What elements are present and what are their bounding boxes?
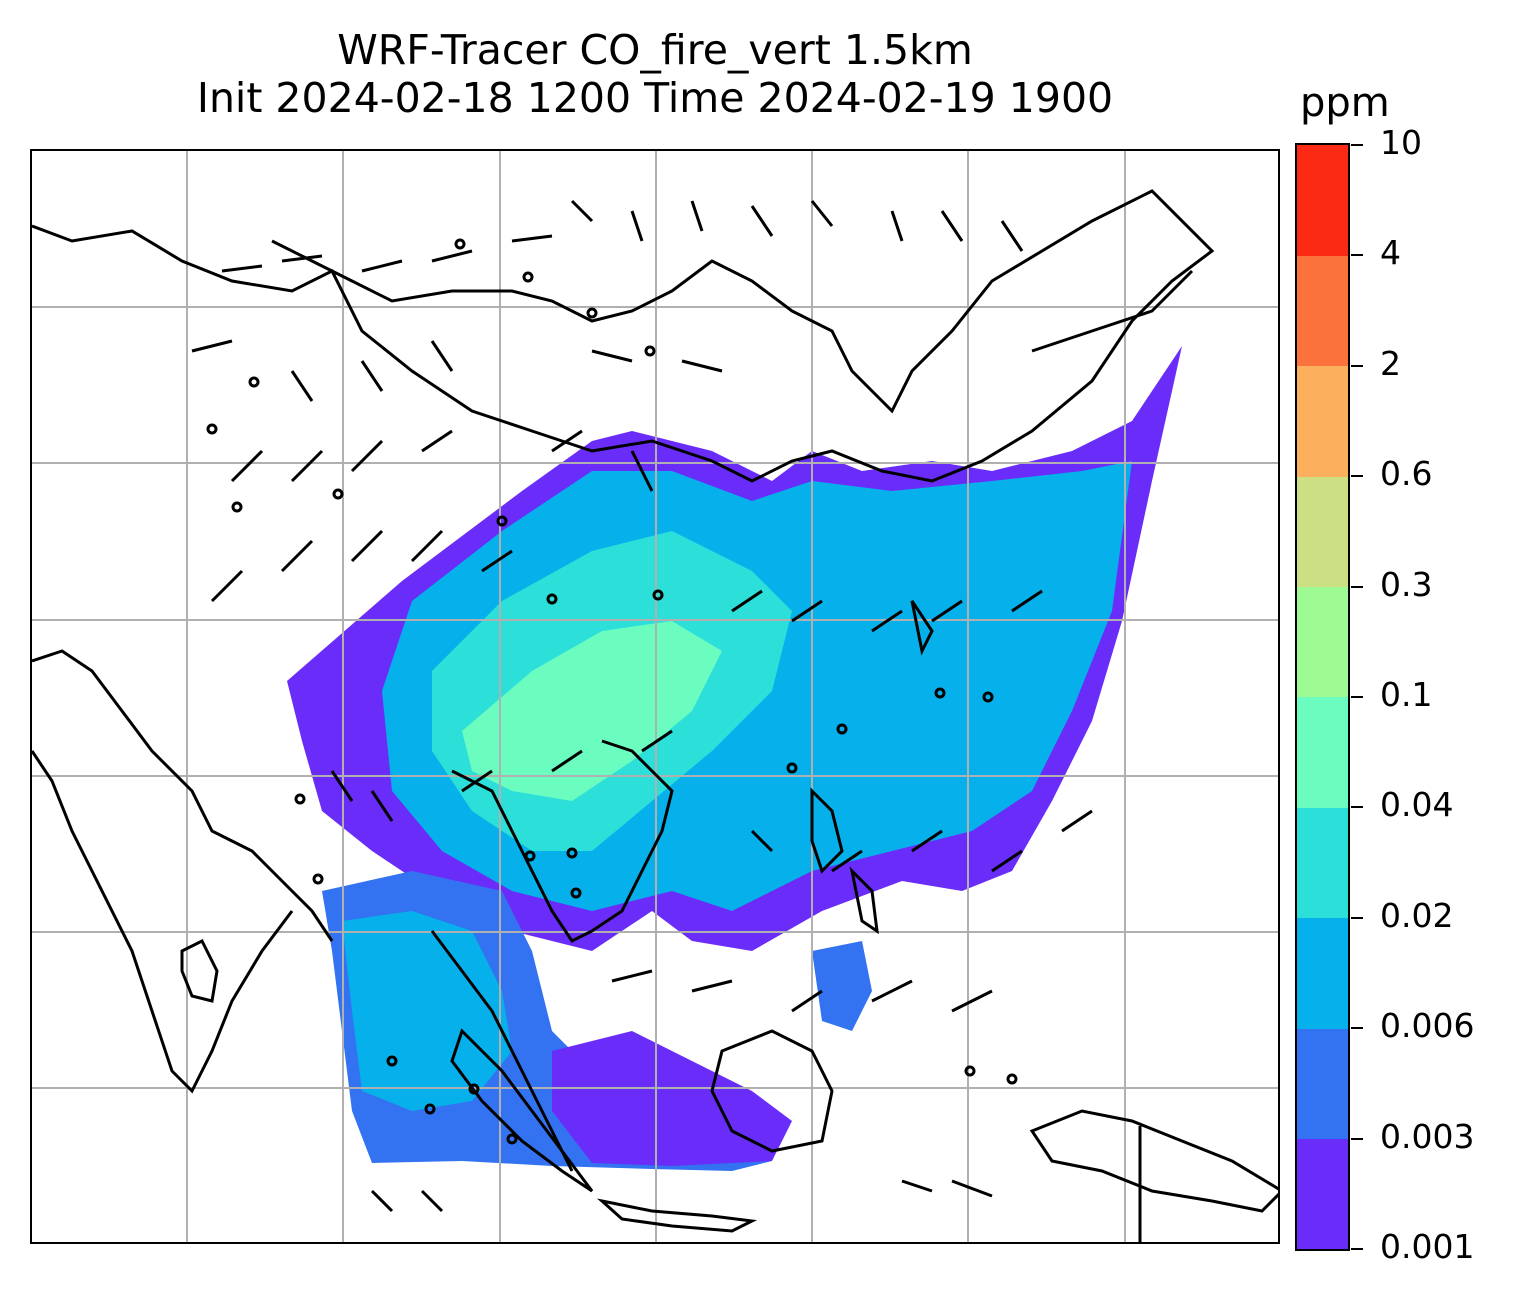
colorbar-tick: [1351, 364, 1363, 367]
colorbar-tick: [1351, 144, 1363, 146]
colorbar-segment: [1297, 476, 1348, 588]
colorbar-segment: [1297, 255, 1348, 367]
colorbar-tick-label: 2: [1380, 343, 1401, 383]
coast-java: [596, 1198, 758, 1233]
coast-borneo: [710, 1029, 834, 1153]
colorbar-tick-label: 4: [1380, 233, 1401, 273]
colorbar-tick: [1351, 916, 1363, 919]
colorbar-tick: [1351, 254, 1363, 257]
colorbar-tick-label: 0.3: [1380, 564, 1433, 604]
title-line-2: Init 2024-02-18 1200 Time 2024-02-19 190…: [196, 74, 1114, 122]
colorbar-segment: [1297, 697, 1348, 808]
colorbar-tick-label: 0.6: [1380, 454, 1433, 494]
colorbar-segment: [1297, 586, 1348, 698]
colorbar-tick: [1351, 1137, 1363, 1140]
coast-north-china: [32, 189, 1215, 483]
colorbar-segment: [1297, 807, 1348, 919]
colorbar-tick: [1351, 1027, 1363, 1030]
colorbar-segment: [1297, 1028, 1348, 1140]
colorbar-tick-label: 0.02: [1380, 895, 1454, 935]
map-panel: [30, 149, 1280, 1244]
coastlines: [32, 189, 1278, 1242]
coast-philippines: [810, 787, 879, 935]
colorbar-tick-label: 0.1: [1380, 675, 1433, 714]
colorbar-tick-label: 0.04: [1380, 785, 1454, 825]
map-title: WRF-Tracer CO_fire_vert 1.5km Init 2024-…: [30, 26, 1280, 122]
coast-sri-lanka: [180, 938, 219, 1003]
coast-sumatra: [450, 1028, 594, 1193]
colorbar-tick: [1351, 696, 1363, 698]
tracer-region-east-isles: [812, 941, 872, 1031]
colorbar: [1295, 143, 1350, 1251]
tracer-field: [287, 346, 1182, 1171]
coast-papua: [1029, 1109, 1278, 1213]
colorbar-segment: [1297, 1138, 1348, 1250]
colorbar-tick-label: 0.003: [1380, 1116, 1475, 1156]
colorbar-unit-label: ppm: [1300, 80, 1390, 126]
colorbar-tick: [1351, 475, 1363, 478]
coast-malay: [430, 930, 574, 1172]
coast-india: [32, 649, 334, 1094]
colorbar-tick: [1351, 806, 1363, 809]
colorbar-tick-label: 0.001: [1380, 1227, 1475, 1266]
map-canvas: [32, 151, 1278, 1242]
colorbar-tick-label: 0.006: [1380, 1006, 1475, 1046]
colorbar-tick-label: 10: [1380, 123, 1422, 162]
colorbar-segment: [1297, 365, 1348, 477]
colorbar-segment: [1297, 145, 1348, 256]
colorbar-tick: [1351, 585, 1363, 588]
title-line-1: WRF-Tracer CO_fire_vert 1.5km: [337, 26, 973, 74]
calm-wind-markers: [206, 238, 1018, 1145]
gridlines: [32, 151, 1278, 1242]
coast-indochina: [451, 739, 674, 943]
tracer-region-south-east: [552, 1031, 792, 1166]
coast-taiwan-japan: [910, 269, 1194, 656]
colorbar-segment: [1297, 917, 1348, 1029]
colorbar-tick: [1351, 1248, 1363, 1250]
tracer-region-south-core: [342, 911, 512, 1111]
wind-barbs: [191, 199, 1093, 1213]
